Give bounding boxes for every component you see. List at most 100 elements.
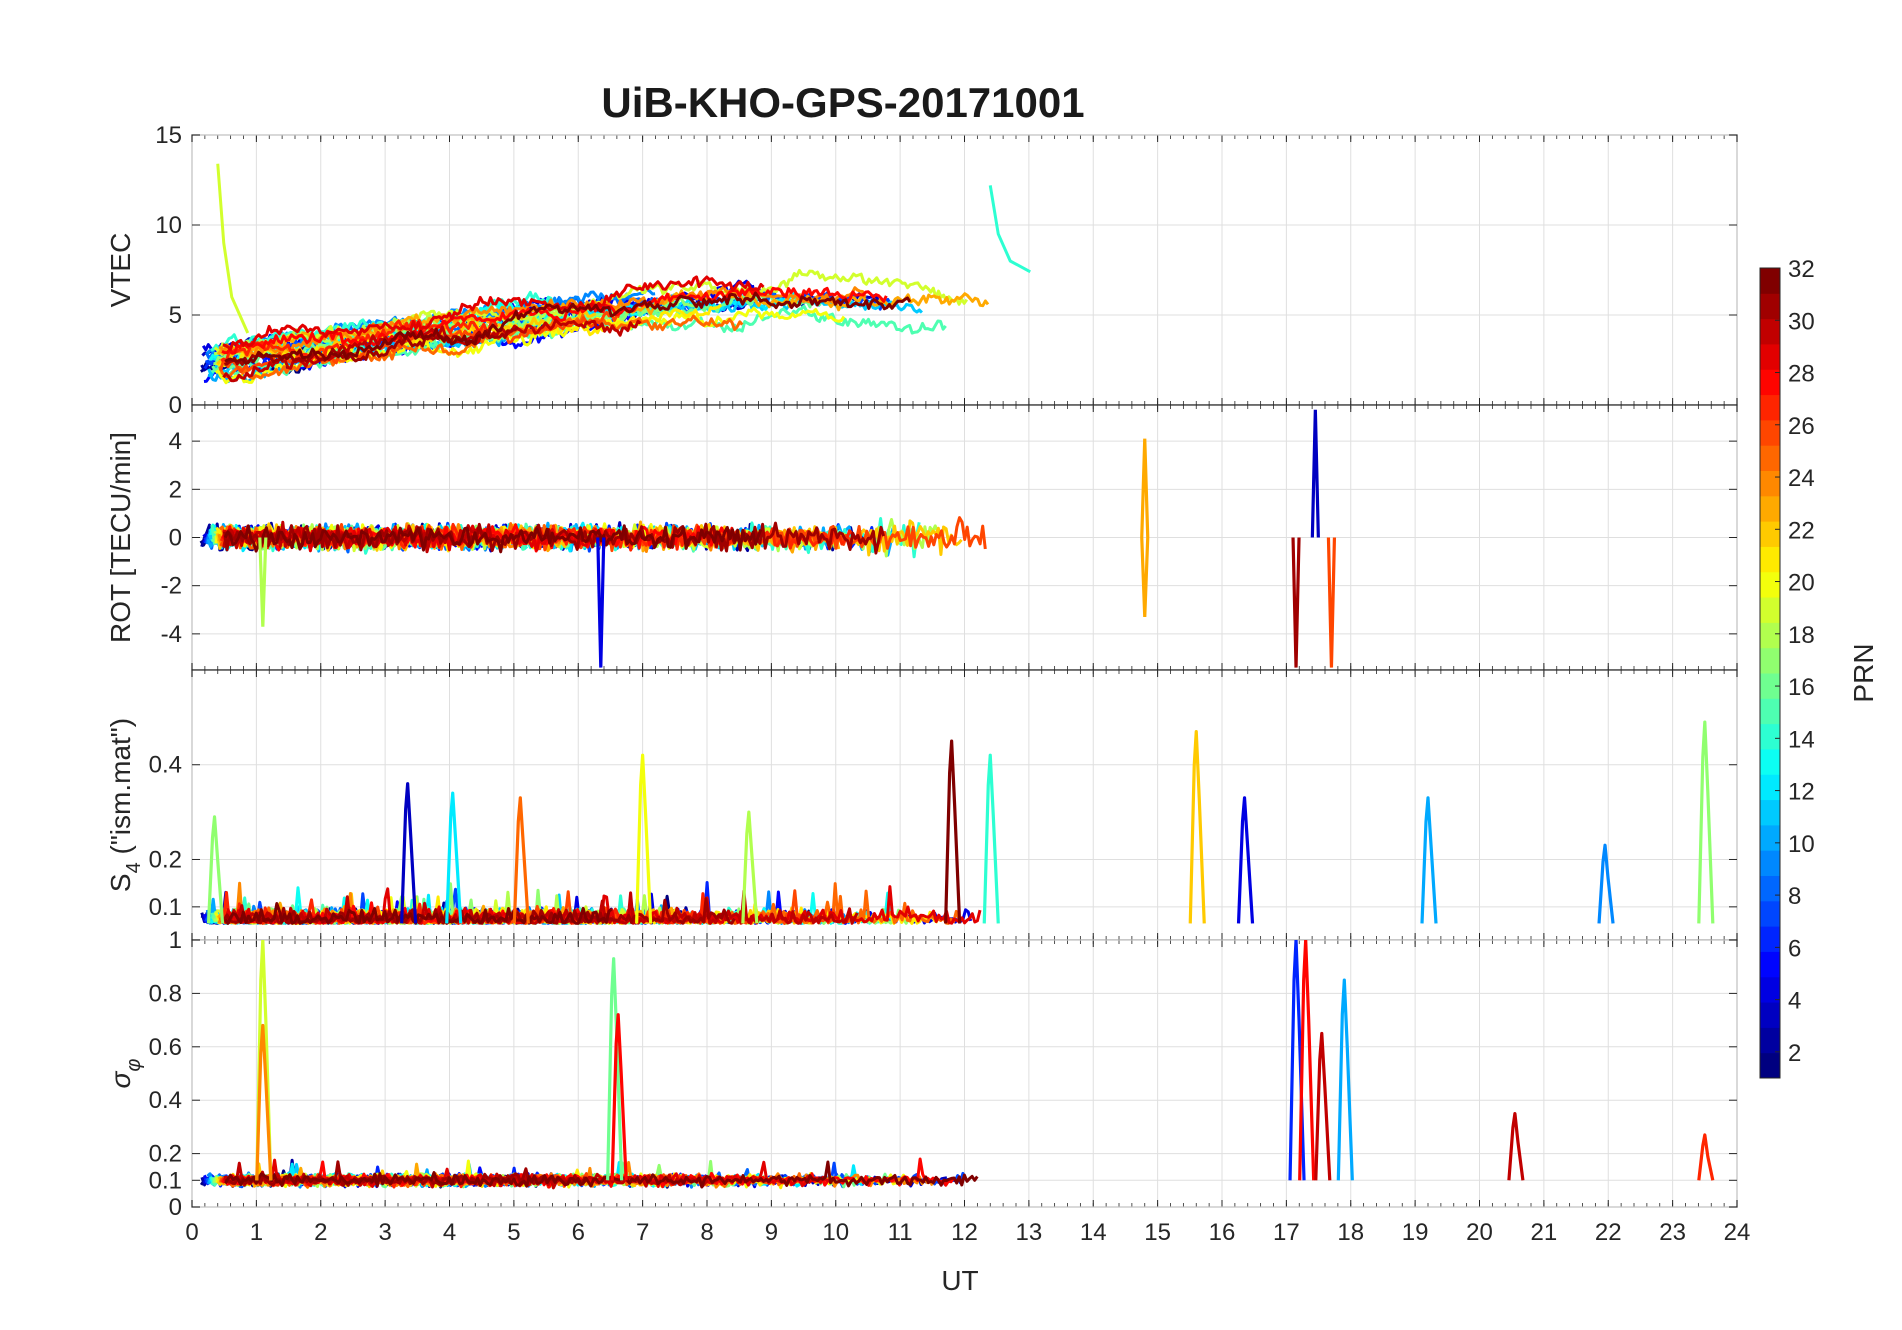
x-tick-label: 7 [636,1219,649,1246]
colorbar-swatch [1760,1027,1780,1054]
y-tick-label: 0 [169,1194,182,1221]
y-axis-label-main: S [105,873,136,892]
colorbar-tick-label: 32 [1788,256,1815,283]
colorbar-tick-label: 24 [1788,465,1815,492]
spike-prn-17 [1697,720,1715,924]
series-line-prn-32 [224,902,613,925]
spike-prn-25 [512,796,530,924]
colorbar-tick-label: 20 [1788,570,1815,597]
y-axis-label: VTEC [105,233,136,308]
colorbar-swatch [1760,1052,1780,1079]
colorbar-swatch [1760,622,1780,649]
y-tick-label: 0.4 [149,752,182,779]
y-axis-label-sub: 4 [123,862,145,873]
colorbar-swatch [1760,571,1780,598]
rot-excursion-prn-23 [1140,537,1150,618]
x-tick-label: 11 [888,1219,913,1246]
colorbar-tick-label: 2 [1788,1040,1801,1067]
colorbar-tick-label: 16 [1788,674,1815,701]
colorbar-swatch [1760,293,1780,320]
panel-1: 0 5 10 15 VTEC [105,122,1738,419]
x-tick-label: 18 [1337,1219,1364,1246]
y-tick-label: 0.6 [149,1034,182,1061]
colorbar-swatch [1760,875,1780,902]
y-axis-label-sub: φ [123,1059,145,1072]
y-tick-label: 15 [155,122,182,149]
colorbar-swatch [1760,369,1780,396]
spike-prn-14 [982,753,1000,924]
colorbar-tick-label: 4 [1788,988,1801,1015]
colorbar-swatch [1760,850,1780,876]
series-line-prn-29 [222,275,765,351]
vtec-arc-prn-19 [216,163,250,334]
colorbar-label: PRN [1848,643,1879,702]
series-line-prn-27 [220,318,499,363]
x-tick-label: 6 [572,1219,585,1246]
x-tick-label: 4 [443,1219,456,1246]
y-axis-label: S4 ("ism.mat") [105,718,145,892]
spike-prn-30 [1314,1031,1332,1181]
x-tick-label: 0 [185,1219,198,1246]
colorbar-swatch [1760,546,1780,573]
y-tick-label: 4 [169,428,182,455]
series-group [200,720,1715,925]
colorbar-swatch [1760,470,1780,497]
colorbar-swatch [1760,926,1780,952]
spike-prn-10 [1420,796,1438,924]
y-tick-label: -2 [161,573,182,600]
x-tick-label: 22 [1595,1219,1622,1246]
colorbar-swatch [1760,723,1780,750]
colorbar-swatch [1760,597,1780,623]
x-tick-label: 9 [765,1219,778,1246]
colorbar-tick-label: 8 [1788,883,1801,910]
colorbar-swatch [1760,495,1780,522]
rot-excursion-prn-23 [1140,438,1150,538]
colorbar-swatch [1760,394,1780,421]
x-tick-label: 20 [1466,1219,1493,1246]
y-tick-label: 1 [169,927,182,954]
colorbar-swatch [1760,824,1780,851]
colorbar-swatch [1760,445,1780,471]
colorbar-tick-label: 28 [1788,361,1815,388]
rot-excursion-prn-4 [596,537,606,668]
spike-prn-16 [606,957,624,1181]
spike-prn-3 [400,782,418,924]
spike-prn-20 [635,753,653,924]
x-tick-label: 21 [1531,1219,1558,1246]
y-tick-label: 5 [169,302,182,329]
colorbar-swatch [1760,951,1780,978]
spike-prn-10 [1336,978,1354,1181]
series-line-prn-32 [223,524,763,554]
y-tick-label: 0.1 [149,1167,182,1194]
colorbar-tick-label: 26 [1788,413,1815,440]
spike-prn-18 [741,810,759,924]
colorbar-swatch [1760,748,1780,775]
spike-prn-32 [944,739,962,924]
colorbar-swatch [1760,774,1780,801]
x-tick-label: 14 [1080,1219,1107,1246]
rot-excursion-prn-26 [1326,537,1337,668]
series-line-prn-30 [222,318,642,383]
y-axis-label: ROT [TECU/min] [105,432,136,643]
spike-prn-4 [1236,796,1255,924]
x-tick-label: 1 [250,1219,263,1246]
x-tick-label: 16 [1209,1219,1236,1246]
colorbar-tick-label: 6 [1788,935,1801,962]
x-tick-label: 5 [507,1219,520,1246]
x-tick-label: 23 [1659,1219,1686,1246]
y-tick-label: 0.1 [149,894,182,921]
y-tick-label: 2 [169,476,182,503]
series-group [199,940,1715,1190]
colorbar-swatch [1760,799,1780,826]
series-group [199,409,1337,668]
chart-title: UiB-KHO-GPS-20171001 [601,79,1084,126]
colorbar-swatch [1760,268,1780,294]
rot-excursion-prn-3 [1310,409,1320,538]
spike-prn-9 [1597,843,1615,924]
series-line-prn-32 [224,291,912,365]
colorbar-tick-label: 14 [1788,726,1815,753]
x-tick-label: 2 [314,1219,327,1246]
x-tick-label: 19 [1402,1219,1429,1246]
colorbar-swatch [1760,673,1780,699]
